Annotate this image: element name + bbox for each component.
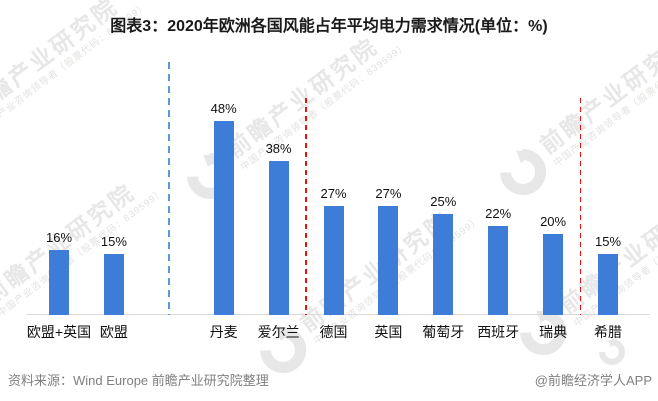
category-label-德国: 德国 [319,324,348,340]
value-label-英国: 27% [375,186,402,201]
value-label-瑞典: 20% [540,214,567,229]
category-label-爱尔兰: 爱尔兰 [257,324,300,340]
value-label-欧盟+英国: 16% [45,230,73,245]
source-note: 资料来源：Wind Europe 前瞻产业研究院整理 [8,373,269,388]
bar-西班牙 [488,226,509,315]
value-label-西班牙: 22% [485,206,512,221]
value-label-希腊: 15% [594,234,622,249]
footer: 资料来源：Wind Europe 前瞻产业研究院整理 @前瞻经济学人APP [0,370,658,389]
bar-瑞典 [543,234,564,315]
value-label-爱尔兰: 38% [265,141,292,156]
group-separator-line [167,62,171,315]
category-label-西班牙: 西班牙 [477,324,520,340]
value-label-丹麦: 48% [210,101,237,116]
category-label-希腊: 希腊 [594,324,622,340]
category-label-瑞典: 瑞典 [539,324,568,340]
bar-欧盟+英国 [49,250,69,315]
bar-爱尔兰 [268,161,289,315]
value-label-葡萄牙: 25% [430,194,457,209]
bar-德国 [323,206,344,315]
bar-希腊 [598,254,618,315]
value-label-德国: 27% [320,186,347,201]
category-label-欧盟+英国: 欧盟+英国 [26,324,92,340]
chart-title: 图表3：2020年欧洲各国风能占年平均电力需求情况(单位：%) [110,18,548,35]
category-label-英国: 英国 [374,324,403,340]
category-label-葡萄牙: 葡萄牙 [422,324,465,340]
category-label-丹麦: 丹麦 [209,324,238,340]
bar-丹麦 [213,121,234,315]
threshold-separator-line [579,98,582,315]
category-label-欧盟: 欧盟 [99,324,128,340]
bar-欧盟 [103,254,124,315]
threshold-separator-line [305,98,307,315]
value-label-欧盟: 15% [100,234,127,249]
x-axis-labels: 欧盟+英国 欧盟 丹麦 爱尔兰 德国 英国 葡萄牙 西班牙 瑞典 希腊 [0,322,658,340]
bar-葡萄牙 [433,214,454,315]
plot-area: 16% 15% 48% 38% 27% 27% 25% 22% 20% 15% [0,50,658,315]
credit-note: @前瞻经济学人APP [534,373,652,388]
bar-英国 [378,206,399,315]
